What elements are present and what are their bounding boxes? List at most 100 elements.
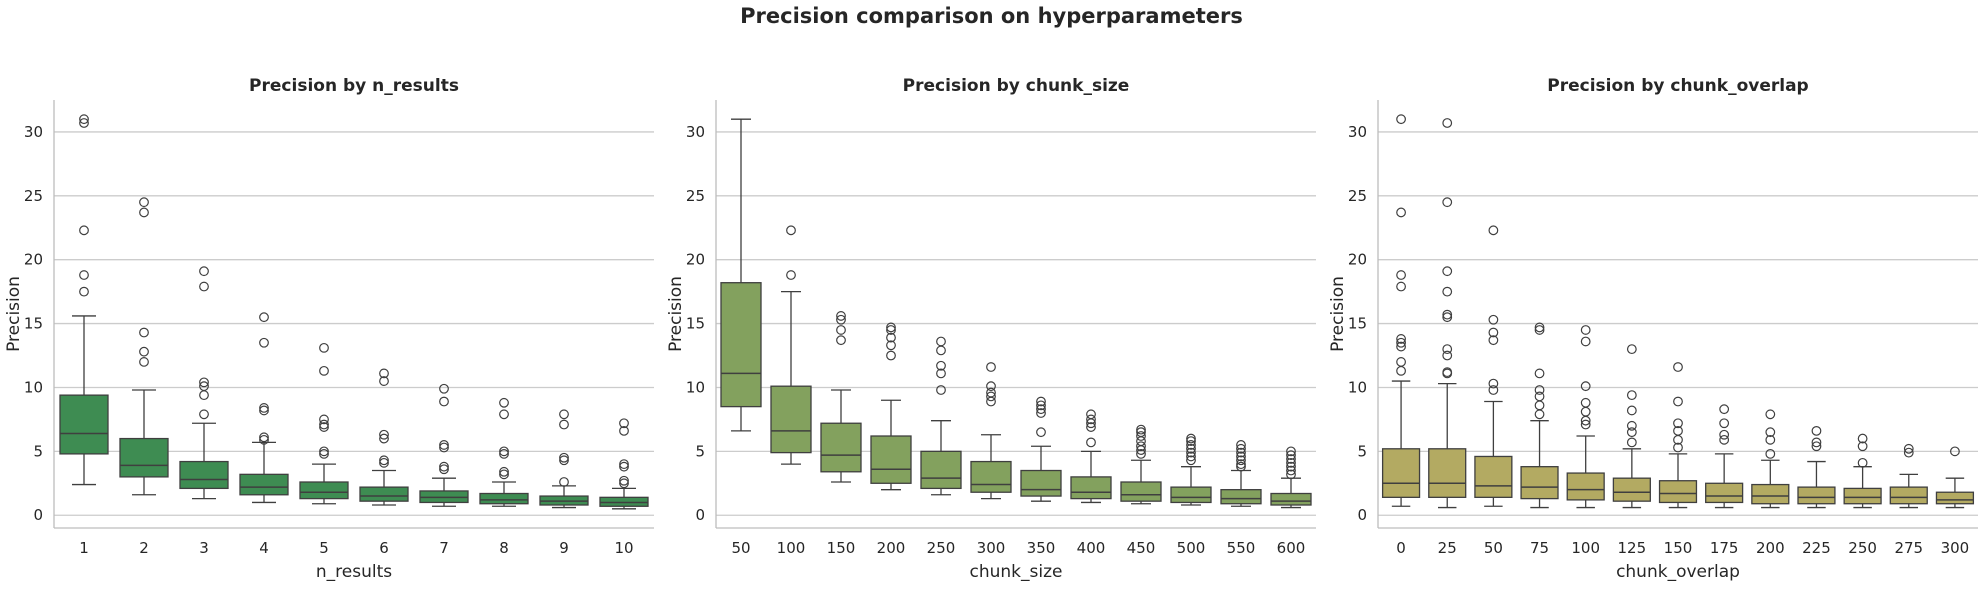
x-tick-label: 550 bbox=[1227, 539, 1256, 557]
box bbox=[239, 473, 289, 496]
x-axis-label: n_results bbox=[316, 562, 392, 582]
outlier-point bbox=[1857, 433, 1868, 444]
outlier-point bbox=[1719, 429, 1730, 440]
y-tick-label: 0 bbox=[695, 506, 705, 524]
outlier-point bbox=[499, 397, 509, 408]
y-tick-label: 20 bbox=[1348, 251, 1367, 269]
y-axis-label: Precision bbox=[666, 276, 686, 352]
outlier-point bbox=[1950, 446, 1960, 457]
subplot-title: Precision by chunk_overlap bbox=[1547, 76, 1808, 96]
y-tick-label: 15 bbox=[686, 315, 705, 333]
outlier-point bbox=[79, 118, 89, 128]
y-axis-label: Precision bbox=[1328, 276, 1348, 352]
outlier-point bbox=[886, 332, 896, 343]
box bbox=[1220, 489, 1262, 505]
outlier-point bbox=[786, 270, 796, 280]
outlier-point bbox=[559, 419, 569, 430]
outlier-point bbox=[319, 446, 329, 457]
outlier-point bbox=[1186, 447, 1196, 458]
outlier-point bbox=[499, 409, 509, 420]
box bbox=[720, 282, 762, 408]
outlier-point bbox=[1442, 118, 1453, 128]
x-tick-label: 250 bbox=[1848, 539, 1877, 557]
x-tick-label: 4 bbox=[259, 539, 269, 557]
outlier-point bbox=[319, 365, 329, 376]
outlier-point bbox=[1396, 270, 1406, 280]
outlier-point bbox=[886, 350, 896, 361]
y-tick-label: 5 bbox=[695, 442, 705, 460]
x-tick-label: 275 bbox=[1894, 539, 1923, 557]
outlier-point bbox=[1286, 461, 1296, 472]
x-tick-label: 300 bbox=[1941, 539, 1970, 557]
x-tick-label: 1 bbox=[79, 539, 89, 557]
outlier-point bbox=[1136, 448, 1146, 459]
outlier-point bbox=[79, 225, 89, 236]
box bbox=[1658, 480, 1698, 504]
outlier-point bbox=[886, 322, 896, 333]
outlier-point bbox=[259, 403, 269, 413]
x-axis-label: chunk_size bbox=[970, 562, 1063, 582]
outlier-point bbox=[379, 433, 389, 444]
outlier-point bbox=[1580, 325, 1591, 335]
outlier-point bbox=[1626, 344, 1637, 355]
y-tick-label: 10 bbox=[1348, 378, 1367, 396]
outlier-point bbox=[1236, 447, 1246, 458]
x-tick-label: 0 bbox=[1396, 539, 1406, 557]
outlier-point bbox=[936, 368, 946, 379]
outlier-point bbox=[1442, 197, 1453, 208]
outlier-point bbox=[1442, 367, 1453, 378]
x-tick-label: 600 bbox=[1277, 539, 1306, 557]
box bbox=[770, 385, 812, 454]
outlier-point bbox=[1236, 443, 1246, 454]
x-tick-label: 250 bbox=[927, 539, 956, 557]
outlier-point bbox=[559, 409, 569, 420]
outlier-point bbox=[1236, 461, 1246, 472]
outlier-point bbox=[1396, 341, 1406, 352]
box bbox=[1566, 472, 1605, 501]
box bbox=[1381, 448, 1421, 498]
outlier-point bbox=[79, 114, 89, 125]
outlier-point bbox=[139, 357, 149, 367]
outlier-point bbox=[1626, 427, 1637, 438]
y-tick-label: 25 bbox=[686, 187, 705, 205]
outlier-point bbox=[986, 362, 996, 372]
outlier-point bbox=[619, 426, 629, 436]
box bbox=[1751, 483, 1790, 505]
outlier-point bbox=[1811, 437, 1822, 448]
outlier-point bbox=[139, 207, 149, 218]
outlier-point bbox=[319, 448, 329, 459]
x-tick-label: 2 bbox=[139, 539, 149, 557]
outlier-point bbox=[1534, 322, 1545, 333]
y-tick-label: 5 bbox=[33, 442, 43, 460]
box bbox=[1889, 486, 1928, 505]
outlier-point bbox=[439, 442, 449, 453]
box bbox=[1428, 448, 1467, 498]
outlier-point bbox=[439, 440, 449, 450]
outlier-point bbox=[1673, 418, 1683, 429]
outlier-point bbox=[1186, 455, 1196, 466]
outlier-point bbox=[1442, 286, 1453, 297]
outlier-point bbox=[1765, 409, 1776, 420]
outlier-point bbox=[1580, 336, 1591, 347]
outlier-point bbox=[1286, 446, 1296, 457]
box bbox=[870, 435, 912, 484]
outlier-point bbox=[1086, 437, 1096, 448]
outlier-point bbox=[1673, 362, 1683, 372]
outlier-point bbox=[1442, 266, 1453, 277]
box bbox=[820, 422, 862, 473]
box bbox=[970, 460, 1012, 493]
x-tick-label: 50 bbox=[731, 539, 750, 557]
outlier-point bbox=[1396, 357, 1406, 367]
outlier-point bbox=[1488, 378, 1499, 389]
outlier-point bbox=[1396, 365, 1406, 376]
outlier-point bbox=[836, 325, 846, 335]
outlier-point bbox=[1534, 325, 1545, 335]
outlier-point bbox=[1396, 207, 1406, 218]
box bbox=[920, 450, 962, 490]
outlier-point bbox=[199, 381, 209, 392]
outlier-point bbox=[1186, 433, 1196, 444]
outlier-point bbox=[1488, 314, 1499, 325]
y-tick-label: 20 bbox=[24, 251, 43, 269]
outlier-point bbox=[786, 225, 796, 236]
